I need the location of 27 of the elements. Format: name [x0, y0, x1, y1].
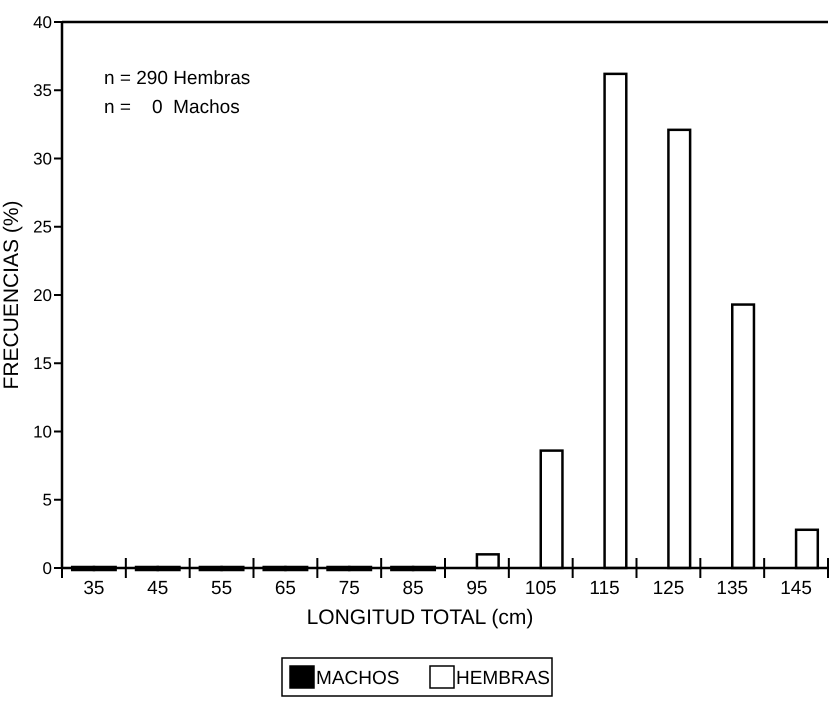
legend-label: MACHOS — [316, 668, 400, 689]
x-tick-label: 115 — [589, 578, 620, 599]
x-tick-label: 95 — [466, 578, 488, 599]
x-axis-title: LONGITUD TOTAL (cm) — [306, 606, 534, 629]
x-tick-label: 145 — [780, 578, 812, 599]
y-axis-title: FRECUENCIAS (%) — [0, 200, 23, 390]
x-tick-label: 55 — [211, 578, 232, 599]
y-tick-label: 20 — [33, 286, 52, 305]
y-tick-label: 0 — [42, 558, 52, 578]
y-tick-label: 10 — [33, 422, 52, 442]
x-tick-label: 65 — [274, 578, 296, 599]
y-tick-label: 5 — [42, 490, 52, 510]
x-tick-label: 45 — [147, 578, 168, 599]
y-tick-label: 25 — [33, 218, 52, 237]
x-tick-label: 125 — [652, 578, 684, 599]
y-tick-label: 30 — [33, 149, 52, 168]
y-tick-label: 40 — [33, 12, 52, 32]
y-tick-label: 35 — [33, 81, 52, 100]
x-tick-label: 85 — [402, 578, 424, 599]
y-tick-label: 15 — [33, 354, 52, 374]
x-tick-label: 75 — [338, 578, 360, 599]
x-tick-label: 35 — [83, 578, 104, 599]
annotation: n = 290 Hembras — [104, 68, 250, 89]
legend-label: HEMBRAS — [456, 668, 550, 689]
annotation: n = 0 Machos — [104, 97, 240, 118]
x-tick-label: 135 — [716, 578, 748, 599]
x-tick-label: 105 — [524, 578, 557, 599]
